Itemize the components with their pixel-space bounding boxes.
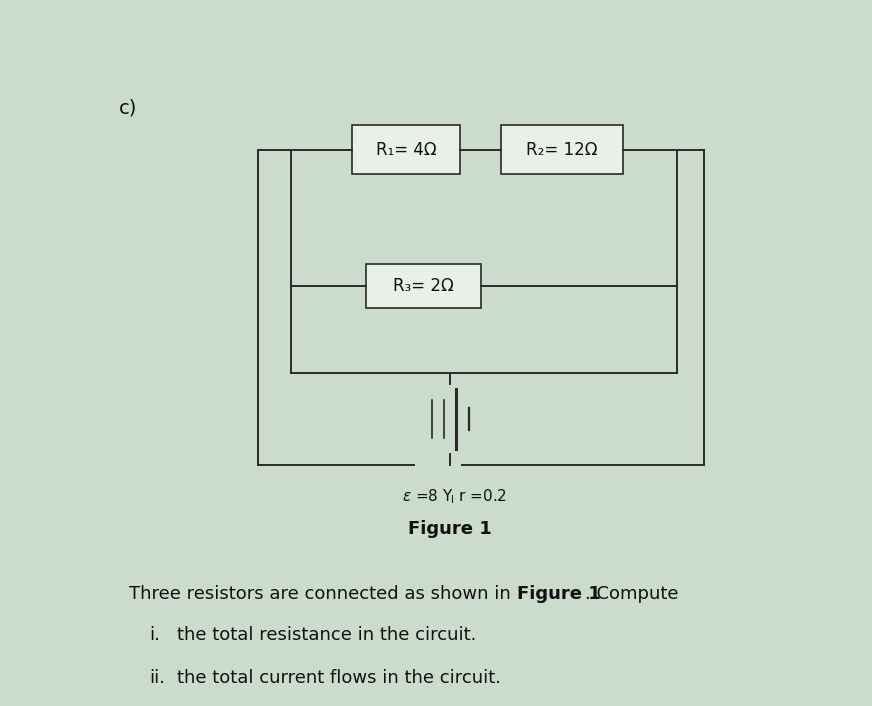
Text: R₂= 12Ω: R₂= 12Ω — [526, 141, 597, 159]
Text: the total current flows in the circuit.: the total current flows in the circuit. — [176, 669, 501, 687]
FancyBboxPatch shape — [352, 126, 460, 174]
Text: . Compute: . Compute — [585, 585, 679, 603]
Text: the total resistance in the circuit.: the total resistance in the circuit. — [176, 626, 476, 644]
Text: i.: i. — [150, 626, 160, 644]
Text: Three resistors are connected as shown in: Three resistors are connected as shown i… — [129, 585, 517, 603]
Text: R₃= 2Ω: R₃= 2Ω — [393, 277, 453, 295]
Text: ii.: ii. — [150, 669, 166, 687]
Text: Figure 1: Figure 1 — [408, 520, 492, 537]
FancyBboxPatch shape — [501, 126, 623, 174]
Text: R₁= 4Ω: R₁= 4Ω — [376, 141, 437, 159]
Text: Figure 1: Figure 1 — [516, 585, 600, 603]
Text: $\varepsilon$ =8 $\Upsilon_{\!\mathsf{I}}$ r =0.2: $\varepsilon$ =8 $\Upsilon_{\!\mathsf{I}… — [401, 487, 506, 505]
Text: c): c) — [119, 98, 138, 117]
FancyBboxPatch shape — [366, 264, 480, 308]
